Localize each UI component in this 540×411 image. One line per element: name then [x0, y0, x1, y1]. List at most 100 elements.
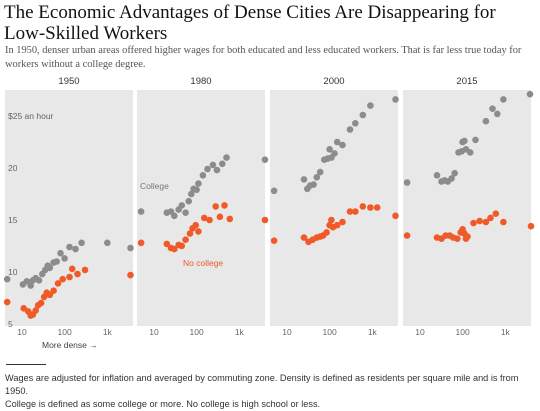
college-point	[403, 179, 411, 186]
panel-year-label: 2015	[456, 76, 477, 87]
no-college-point	[182, 236, 189, 243]
college-point	[526, 90, 534, 98]
no-college-point	[37, 299, 45, 307]
college-point	[219, 160, 226, 168]
panel-year-label: 2000	[323, 76, 344, 87]
no-college-point	[212, 203, 219, 210]
college-point	[333, 138, 341, 146]
college-series-label: College	[140, 181, 169, 191]
notes-divider	[6, 364, 46, 365]
no-college-point	[226, 215, 234, 223]
no-college-point	[261, 216, 269, 224]
no-college-point	[500, 218, 507, 226]
x-tick-label: 100	[456, 327, 470, 337]
note-wages: Wages are adjusted for inflation and ave…	[5, 373, 519, 396]
no-college-point	[359, 203, 367, 210]
college-point	[310, 181, 317, 188]
college-point	[433, 172, 441, 179]
college-point	[61, 255, 68, 262]
panel-background-2015	[403, 90, 531, 326]
x-axis-note: More dense →	[42, 340, 98, 350]
college-point	[182, 209, 189, 216]
no-college-point	[186, 230, 194, 237]
no-college-point	[346, 208, 354, 215]
college-point	[178, 202, 186, 209]
no-college-point	[464, 233, 471, 240]
no-college-point	[367, 204, 374, 211]
college-point	[352, 120, 359, 127]
college-point	[261, 156, 269, 163]
chart-subtitle: In 1950, denser urban areas offered high…	[5, 45, 522, 70]
college-point	[316, 168, 324, 176]
x-tick-label: 1k	[103, 327, 113, 337]
x-tick-label: 1k	[235, 327, 245, 337]
x-tick-label: 10	[149, 327, 159, 337]
panel-background-1980	[137, 90, 265, 326]
college-point	[23, 278, 31, 285]
college-point	[72, 245, 79, 253]
y-tick-label: 15	[8, 215, 18, 225]
no-college-point	[171, 245, 178, 253]
no-college-point	[328, 216, 335, 224]
panel-year-label: 1980	[190, 76, 211, 87]
no-college-point	[200, 214, 208, 222]
college-point	[500, 96, 507, 103]
college-point	[392, 96, 399, 103]
no-college-point	[392, 212, 399, 220]
no-college-point	[127, 271, 134, 279]
no-college-point	[300, 234, 308, 241]
no-college-point	[476, 217, 483, 225]
no-college-point	[74, 270, 81, 278]
no-college-point	[50, 287, 57, 294]
x-tick-label: 100	[190, 327, 204, 337]
no-college-point	[352, 208, 359, 215]
x-tick-label: 10	[17, 327, 27, 337]
no-college-point	[454, 235, 461, 242]
college-point	[461, 137, 468, 145]
college-point	[482, 117, 490, 125]
no-college-point	[373, 204, 381, 211]
no-college-point	[487, 214, 494, 222]
no-college-point	[339, 218, 346, 226]
college-point	[195, 180, 202, 187]
no-college-point	[492, 210, 500, 217]
no-college-point	[163, 240, 171, 248]
college-point	[213, 166, 221, 174]
no-college-point	[68, 265, 76, 273]
college-point	[66, 243, 73, 251]
college-point	[489, 105, 496, 112]
college-point	[78, 239, 85, 247]
no-college-point	[470, 219, 477, 227]
y-tick-label: $25 an hour	[8, 111, 54, 121]
no-college-point	[32, 307, 39, 314]
college-point	[185, 197, 192, 205]
college-point	[223, 154, 230, 161]
no-college-point	[403, 232, 411, 239]
no-college-point	[221, 202, 228, 209]
panel-year-label: 1950	[58, 76, 79, 87]
college-point	[494, 110, 501, 118]
no-college-point	[178, 242, 186, 250]
college-point	[137, 208, 145, 215]
no-college-point	[54, 280, 62, 287]
college-point	[188, 190, 195, 198]
x-tick-label: 1k	[501, 327, 511, 337]
x-tick-label: 100	[58, 327, 72, 337]
no-college-point	[137, 239, 145, 247]
no-college-point	[195, 228, 202, 235]
college-point	[331, 150, 338, 157]
no-college-point	[81, 266, 89, 274]
college-point	[46, 264, 54, 272]
panel-background-1950	[5, 90, 133, 326]
no-college-point	[527, 222, 535, 230]
no-college-point	[59, 275, 66, 283]
college-point	[339, 141, 346, 149]
chart-notes: Wages are adjusted for inflation and ave…	[5, 372, 535, 411]
college-point	[359, 111, 367, 119]
no-college-point	[323, 229, 330, 236]
college-point	[451, 169, 459, 177]
no-college-point	[270, 237, 278, 244]
college-point	[53, 258, 60, 265]
no-college-point	[206, 216, 213, 224]
